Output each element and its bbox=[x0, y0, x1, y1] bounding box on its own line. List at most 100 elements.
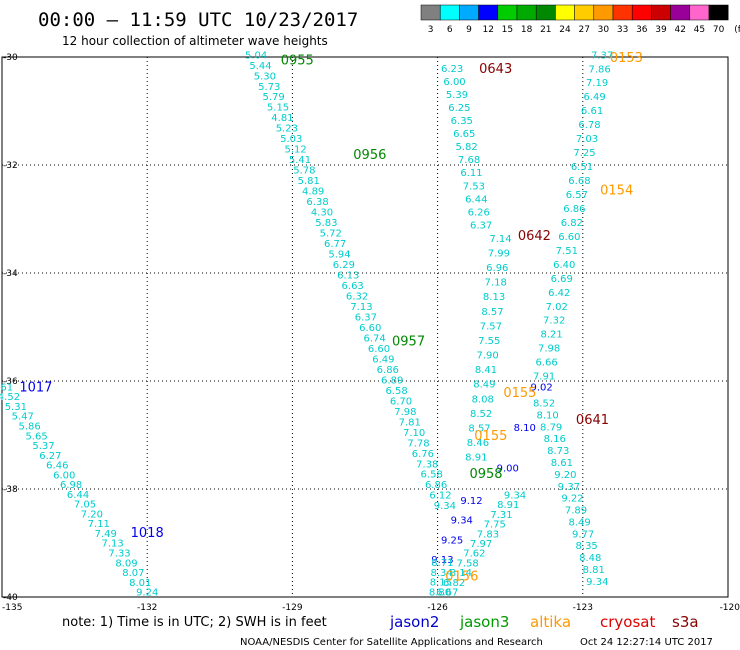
colorbar-swatch bbox=[459, 4, 479, 21]
legend-item-altika: altika bbox=[530, 613, 571, 631]
wave-height-value: 5.04 bbox=[245, 50, 267, 61]
wave-height-value: 7.98 bbox=[394, 407, 416, 418]
wave-height-value: 5.44 bbox=[249, 61, 271, 72]
wave-height-value: 8.57 bbox=[481, 307, 503, 318]
wave-height-value: 8.10 bbox=[536, 410, 558, 421]
pass-time-label: 0642 bbox=[518, 229, 551, 244]
wave-height-value: 5.41 bbox=[289, 155, 311, 166]
colorbar-label: 33 bbox=[617, 25, 628, 35]
wave-height-value: 6.63 bbox=[342, 281, 364, 292]
wave-height-value: 8.21 bbox=[541, 330, 563, 341]
colorbar-swatch bbox=[478, 4, 499, 21]
wave-height-value: 7.20 bbox=[81, 509, 103, 520]
colorbar-label: 21 bbox=[540, 25, 551, 35]
wave-height-value: 8.10 bbox=[514, 423, 536, 434]
wave-height-value: 6.82 bbox=[443, 578, 465, 589]
wave-height-value: 8.09 bbox=[115, 558, 137, 569]
wave-height-value: 8.48 bbox=[579, 553, 601, 564]
wave-height-value: 5.86 bbox=[19, 421, 41, 432]
wave-height-value: 7.11 bbox=[88, 519, 110, 530]
wave-height-value: 9.77 bbox=[572, 529, 594, 540]
wave-height-value: 9.34 bbox=[451, 516, 473, 527]
wave-height-value: 9.34 bbox=[434, 501, 456, 512]
wave-height-value: 6.51 bbox=[571, 162, 593, 173]
satellite-legend: jason2 jason3 altika cryosat s3a bbox=[389, 613, 699, 631]
wave-height-value: 6.82 bbox=[561, 218, 583, 229]
wave-height-value: 8.49 bbox=[568, 517, 590, 528]
wave-height-value: 7.62 bbox=[463, 549, 485, 560]
wave-height-value: 7.38 bbox=[416, 459, 438, 470]
colorbar-label: 24 bbox=[559, 25, 571, 35]
x-tick-label: -123 bbox=[573, 603, 593, 613]
legend-item-jason3: jason3 bbox=[459, 613, 509, 631]
wave-height-value: 5.37 bbox=[32, 441, 54, 452]
wave-height-value: 5.30 bbox=[254, 71, 276, 82]
wave-height-value: 5.82 bbox=[456, 142, 478, 153]
pass-time-label: 0643 bbox=[479, 62, 512, 77]
wave-height-value: 6.57 bbox=[566, 190, 588, 201]
wave-height-value: 7.19 bbox=[586, 78, 608, 89]
wave-height-value: 9.20 bbox=[554, 470, 576, 481]
wave-height-value: 4.52 bbox=[0, 392, 20, 403]
wave-height-value: 5.79 bbox=[263, 92, 285, 103]
colorbar-label: 12 bbox=[482, 25, 493, 35]
colorbar-swatch bbox=[670, 4, 691, 21]
wave-height-value: 6.32 bbox=[346, 291, 368, 302]
wave-height-value: 8.61 bbox=[551, 458, 573, 469]
wave-height-value: 6.98 bbox=[60, 480, 82, 491]
wave-height-value: 6.49 bbox=[583, 92, 605, 103]
wave-height-value: 6.46 bbox=[46, 461, 68, 472]
y-tick-label: -32 bbox=[3, 161, 18, 171]
x-tick-label: -135 bbox=[2, 603, 22, 613]
wave-height-value: 8.91 bbox=[465, 453, 487, 464]
wave-height-value: 6.61 bbox=[581, 106, 603, 117]
wave-height-value: 8.73 bbox=[547, 446, 569, 457]
wave-height-value: 6.11 bbox=[460, 168, 482, 179]
wave-height-value: 7.57 bbox=[480, 321, 502, 332]
wave-height-value: 6.89 bbox=[381, 375, 403, 386]
wave-height-value: 8.71 bbox=[431, 558, 453, 569]
wave-height-value: 7.02 bbox=[546, 302, 568, 313]
footer-credit: NOAA/NESDIS Center for Satellite Applica… bbox=[240, 637, 543, 648]
colorbar-swatch bbox=[497, 4, 518, 21]
wave-height-value: 7.83 bbox=[477, 529, 499, 540]
wave-height-value: 5.12 bbox=[284, 145, 306, 156]
y-tick-label: -38 bbox=[3, 485, 18, 495]
wave-height-value: 8.35 bbox=[576, 541, 598, 552]
grid-lines bbox=[2, 57, 728, 597]
wave-height-value: 7.89 bbox=[565, 506, 587, 517]
colorbar-label: 70 bbox=[713, 25, 725, 35]
wave-height-value: 7.75 bbox=[484, 520, 506, 531]
colorbar-label: 45 bbox=[694, 25, 705, 35]
x-tick-labels: -135 -132 -129 -126 -123 -120 bbox=[2, 603, 740, 613]
wave-height-value: 8.57 bbox=[468, 423, 490, 434]
pass-time-label: 0958 bbox=[469, 467, 502, 482]
colorbar-swatch bbox=[612, 4, 633, 21]
colorbar-label: 15 bbox=[502, 25, 513, 35]
wave-height-value: 6.27 bbox=[39, 451, 61, 462]
wave-height-value: 8.91 bbox=[497, 500, 519, 511]
wave-height-value: 6.58 bbox=[385, 386, 407, 397]
wave-height-value: 6.40 bbox=[553, 260, 575, 271]
wave-height-value: 6.86 bbox=[425, 480, 447, 491]
wave-height-value: 6.58 bbox=[421, 470, 443, 481]
colorbar-label: 18 bbox=[521, 25, 533, 35]
wave-height-value: 7.10 bbox=[403, 428, 425, 439]
pass-time-label: 0155 bbox=[474, 429, 507, 444]
colorbar-swatch bbox=[555, 4, 575, 21]
wave-height-value: 7.03 bbox=[576, 134, 598, 145]
wave-height-value: 7.31 bbox=[490, 510, 512, 521]
wave-height-value: 5.94 bbox=[328, 250, 350, 261]
wave-height-value: 7.49 bbox=[95, 529, 117, 540]
wave-height-value: 7.13 bbox=[101, 539, 123, 550]
wave-height-value: 6.60 bbox=[359, 323, 381, 334]
wave-height-value: 7.90 bbox=[476, 351, 498, 362]
colorbar-swatch bbox=[535, 4, 556, 21]
wave-height-value: 5.83 bbox=[315, 218, 337, 229]
wave-height-value: 4.30 bbox=[311, 208, 333, 219]
colorbar-label: 39 bbox=[655, 25, 667, 35]
wave-height-value: 5.23 bbox=[276, 124, 298, 135]
wave-height-value: 6.38 bbox=[306, 197, 328, 208]
wave-height-value: 5.15 bbox=[267, 103, 289, 114]
wave-height-value: 7.13 bbox=[350, 302, 372, 313]
